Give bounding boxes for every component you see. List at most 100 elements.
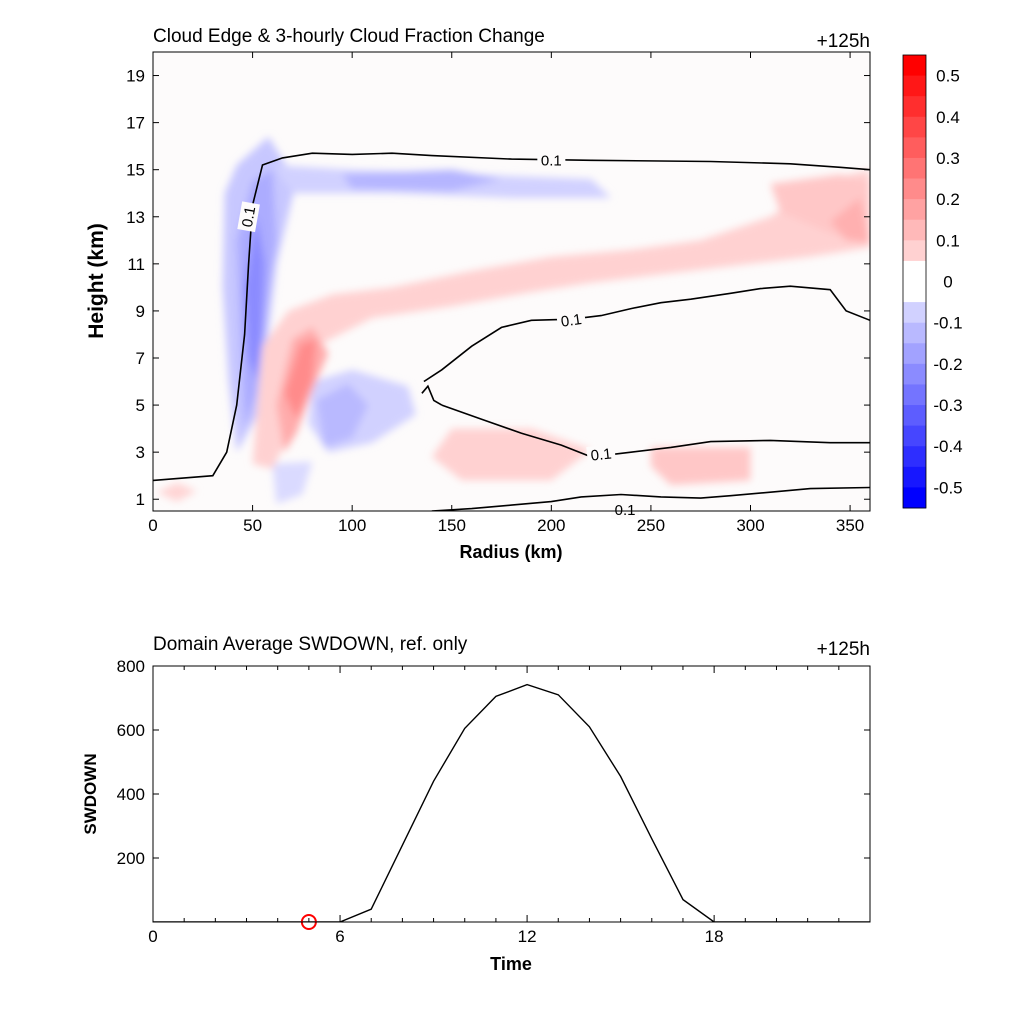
colorbar-segment-19 xyxy=(903,446,926,468)
fill-region-14 xyxy=(157,482,197,502)
top-y-tick-label-7: 7 xyxy=(136,349,145,368)
fill-region-12 xyxy=(830,197,870,243)
colorbar-tick-label-5: 0 xyxy=(943,273,952,292)
colorbar-segment-21 xyxy=(903,487,926,509)
contour-label-0: 0.1 xyxy=(537,151,566,170)
fill-region-7 xyxy=(272,461,313,504)
top-x-tick-label-250: 250 xyxy=(637,516,665,535)
colorbar-frame xyxy=(902,54,927,509)
top-time-label: +125h xyxy=(817,31,870,52)
colorbar-tick-label-6: -0.1 xyxy=(933,314,962,333)
top-x-tick-label-150: 150 xyxy=(438,516,466,535)
colorbar-segment-7 xyxy=(903,199,926,221)
top-plot-frame xyxy=(152,51,871,512)
top-x-axis: 0 50 100 150 200 250 300 350 xyxy=(148,52,864,535)
bottom-y-tick-label-200: 200 xyxy=(117,849,145,868)
bottom-x-tick-label-12: 12 xyxy=(518,927,537,946)
colorbar-tick-label-4: 0.1 xyxy=(936,231,960,250)
cloud-fraction-fills xyxy=(157,136,870,504)
bottom-x-axis: 0 6 12 18 xyxy=(148,666,840,946)
colorbar-tick-label-8: -0.3 xyxy=(933,396,962,415)
contour-label-text-0: 0.1 xyxy=(541,152,562,169)
contour-label-text-2: 0.1 xyxy=(560,311,583,331)
swdown-line xyxy=(153,683,870,922)
colorbar-tick-label-2: 0.3 xyxy=(936,149,960,168)
colorbar-segment-4 xyxy=(903,137,926,159)
colorbar-segment-12 xyxy=(903,302,926,324)
top-y-tick-label-15: 15 xyxy=(126,161,145,180)
colorbar-segment-10 xyxy=(903,260,926,282)
contour-label-1: 0.1 xyxy=(237,201,260,233)
contour-line-2 xyxy=(441,404,870,458)
bottom-y-tick-label-400: 400 xyxy=(117,785,145,804)
bottom-time-label: +125h xyxy=(817,639,870,660)
top-x-tick-label-350: 350 xyxy=(836,516,864,535)
colorbar-tick-label-9: -0.4 xyxy=(933,437,962,456)
colorbar-segment-15 xyxy=(903,363,926,385)
colorbar-tick-label-3: 0.2 xyxy=(936,190,960,209)
colorbar-segment-0 xyxy=(903,55,926,76)
top-y-axis-label: Height (km) xyxy=(85,223,108,339)
colorbar-segment-18 xyxy=(903,425,926,447)
bottom-chart-title: Domain Average SWDOWN, ref. only xyxy=(153,634,468,655)
top-y-tick-label-11: 11 xyxy=(127,255,145,274)
colorbar-tick-label-0: 0.5 xyxy=(936,67,960,86)
colorbar-segment-17 xyxy=(903,405,926,427)
bottom-y-tick-label-600: 600 xyxy=(117,721,145,740)
fill-region-4 xyxy=(342,169,502,191)
colorbar-segment-8 xyxy=(903,219,926,241)
top-chart-title: Cloud Edge & 3-hourly Cloud Fraction Cha… xyxy=(153,26,545,47)
fill-region-15 xyxy=(650,447,751,486)
fill-region-8 xyxy=(252,169,870,469)
colorbar-segment-5 xyxy=(903,157,926,179)
contour-label-text-3: 0.1 xyxy=(590,445,613,464)
bottom-plot-frame xyxy=(152,665,871,923)
top-y-tick-label-1: 1 xyxy=(136,490,145,509)
top-x-tick-label-50: 50 xyxy=(243,516,262,535)
bottom-x-tick-label-6: 6 xyxy=(335,927,344,946)
contour-lines xyxy=(153,152,870,511)
colorbar-segment-14 xyxy=(903,343,926,365)
bottom-x-tick-label-18: 18 xyxy=(705,927,724,946)
colorbar-segment-6 xyxy=(903,178,926,200)
fill-region-10 xyxy=(284,339,317,420)
colorbar: 0.5 0.4 0.3 0.2 0.1 0 -0.1 -0.2 -0.3 -0.4 -0.5 xyxy=(902,54,963,509)
colorbar-segment-20 xyxy=(903,466,926,488)
top-x-axis-label: Radius (km) xyxy=(459,542,562,562)
top-x-tick-label-200: 200 xyxy=(537,516,565,535)
colorbar-segment-9 xyxy=(903,240,926,262)
bottom-y-tick-label-800: 800 xyxy=(117,657,145,676)
colorbar-segment-11 xyxy=(903,281,926,303)
colorbar-tick-label-7: -0.2 xyxy=(933,355,962,374)
colorbar-tick-label-10: -0.5 xyxy=(933,478,962,497)
top-x-tick-label-100: 100 xyxy=(338,516,366,535)
colorbar-tick-label-1: 0.4 xyxy=(936,108,960,127)
colorbar-segment-13 xyxy=(903,322,926,344)
contour-label-text-1: 0.1 xyxy=(239,205,259,228)
top-y-tick-label-9: 9 xyxy=(136,302,145,321)
top-y-tick-label-13: 13 xyxy=(126,208,145,227)
contour-line-1 xyxy=(423,285,870,383)
contour-label-3: 0.1 xyxy=(586,444,616,465)
colorbar-segment-16 xyxy=(903,384,926,406)
top-y-tick-label-5: 5 xyxy=(136,396,145,415)
fill-region-2 xyxy=(244,216,265,382)
top-y-tick-label-17: 17 xyxy=(126,114,145,133)
colorbar-segment-3 xyxy=(903,116,926,138)
fill-region-6 xyxy=(316,383,369,448)
contour-label-text-4: 0.1 xyxy=(615,502,636,519)
bottom-x-axis-label: Time xyxy=(490,954,532,974)
colorbar-segment-2 xyxy=(903,96,926,118)
bottom-y-axis: 200 400 600 800 xyxy=(117,657,870,868)
top-y-tick-label-3: 3 xyxy=(136,443,145,462)
colorbar-segment-1 xyxy=(903,75,926,97)
bottom-x-tick-label-0: 0 xyxy=(148,927,157,946)
top-x-tick-label-300: 300 xyxy=(736,516,764,535)
contour-label-2: 0.1 xyxy=(556,309,587,332)
contour-line-4 xyxy=(421,384,443,406)
contour-line-3 xyxy=(431,486,870,511)
swdown-panel: Domain Average SWDOWN, ref. only +125h 0… xyxy=(81,634,871,974)
contour-labels: 0.1 0.1 0.1 0.1 0.1 xyxy=(237,151,640,519)
